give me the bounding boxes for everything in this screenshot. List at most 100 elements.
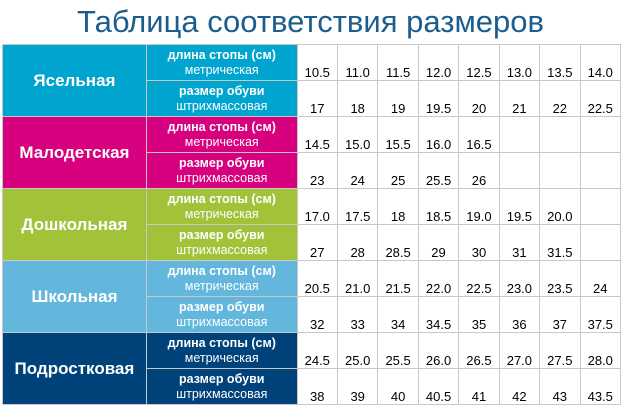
shoe-size-label: размер обуви штрихмассовая	[145, 152, 298, 189]
row-label-title: длина стопы (см)	[167, 335, 276, 350]
table-cell: 19.5	[498, 188, 541, 225]
table-cell	[539, 152, 581, 189]
table-cell: 12.0	[417, 44, 460, 81]
table-cell: 25.5	[377, 332, 419, 369]
table-cell: 22.5	[458, 260, 500, 297]
foot-length-label: длина стопы (см) метрическая	[145, 260, 298, 297]
table-cell: 12.5	[458, 44, 500, 81]
row-label-title: длина стопы (см)	[167, 191, 276, 206]
table-row: размер обуви штрихмассовая 17 18 19 19.5 20 21 2…	[3, 80, 621, 117]
table-cell: 32	[296, 296, 338, 333]
row-label-title: размер обуви	[178, 299, 265, 314]
table-cell: 37	[539, 296, 581, 333]
row-label-title: размер обуви	[178, 83, 265, 98]
table-cell: 43	[539, 368, 581, 405]
table-cell: 16.5	[458, 116, 500, 153]
table-cell: 22.0	[417, 260, 460, 297]
row-label-title: размер обуви	[178, 371, 265, 386]
table-cell: 20.0	[539, 188, 581, 225]
table-cell	[498, 152, 541, 189]
group-label: Ясельная	[2, 44, 147, 117]
table-cell: 34	[377, 296, 419, 333]
table-cell: 34.5	[417, 296, 460, 333]
row-label-subtitle: штрихмассовая	[176, 314, 268, 329]
table-cell: 24.5	[296, 332, 338, 369]
row-label-title: длина стопы (см)	[167, 119, 276, 134]
table-cell: 42	[498, 368, 541, 405]
row-label-title: длина стопы (см)	[167, 47, 276, 62]
table-row: Ясельная длина стопы (см) метрическая 10.5 1…	[2, 44, 621, 117]
table-cell: 24	[579, 260, 621, 297]
table-cell: 20.5	[296, 260, 338, 297]
table-cell: 25.0	[336, 332, 379, 369]
table-cell: 38	[296, 368, 338, 405]
row-label-subtitle: метрическая	[184, 206, 259, 221]
row-label-subtitle: штрихмассовая	[176, 98, 268, 113]
table-cell: 11.0	[336, 44, 379, 81]
table-cell: 28.0	[579, 332, 621, 369]
shoe-size-label: размер обуви штрихмассовая	[145, 80, 298, 117]
table-cell: 39	[336, 368, 379, 405]
size-table: Ясельная длина стопы (см) метрическая 10.5 1…	[2, 44, 621, 405]
row-label-title: длина стопы (см)	[167, 263, 276, 278]
table-cell: 14.5	[296, 116, 338, 153]
table-row: размер обуви штрихмассовая 38 39 40 40.5 41 42 4…	[3, 368, 621, 405]
table-cell: 18	[336, 80, 379, 117]
table-cell: 23	[296, 152, 338, 189]
table-cell: 20	[458, 80, 500, 117]
table-cell: 43.5	[579, 368, 621, 405]
table-cell: 26.5	[458, 332, 500, 369]
table-cell: 19	[377, 80, 419, 117]
table-cell: 25.5	[417, 152, 460, 189]
table-cell	[579, 116, 621, 153]
row-label-subtitle: метрическая	[184, 62, 259, 77]
group-label: Малодетская	[2, 116, 147, 189]
table-row: Подростковая длина стопы (см) метрическая 2…	[2, 332, 621, 405]
table-cell: 35	[458, 296, 500, 333]
table-cell	[579, 152, 621, 189]
table-cell: 19.0	[458, 188, 500, 225]
table-cell: 27	[296, 224, 338, 261]
table-cell: 21	[498, 80, 541, 117]
table-cell: 28	[336, 224, 379, 261]
foot-length-label: длина стопы (см) метрическая	[145, 44, 298, 81]
table-cell: 36	[498, 296, 541, 333]
table-cell: 22.5	[579, 80, 621, 117]
table-cell: 31	[498, 224, 541, 261]
table-cell: 18.5	[417, 188, 460, 225]
table-cell: 17.5	[336, 188, 379, 225]
row-label-subtitle: метрическая	[184, 278, 259, 293]
table-cell: 23.5	[539, 260, 581, 297]
table-row: Дошкольная длина стопы (см) метрическая 17.…	[2, 188, 621, 261]
table-cell: 14.0	[579, 44, 621, 81]
table-cell: 24	[336, 152, 379, 189]
shoe-size-label: размер обуви штрихмассовая	[145, 368, 298, 405]
table-cell: 40.5	[417, 368, 460, 405]
table-cell: 22	[539, 80, 581, 117]
foot-length-label: длина стопы (см) метрическая	[145, 332, 298, 369]
table-cell: 27.5	[539, 332, 581, 369]
table-cell: 30	[458, 224, 500, 261]
table-cell: 19.5	[417, 80, 460, 117]
table-row: размер обуви штрихмассовая 27 28 28.5 29 30 31 3…	[3, 224, 621, 261]
shoe-size-label: размер обуви штрихмассовая	[145, 224, 298, 261]
table-cell	[498, 116, 541, 153]
page-title: Таблица соответствия размеров	[77, 4, 544, 39]
table-cell: 21.5	[377, 260, 419, 297]
table-cell: 37.5	[579, 296, 621, 333]
table-cell: 16.0	[417, 116, 460, 153]
row-label-subtitle: штрихмассовая	[176, 386, 268, 401]
table-cell: 13.5	[539, 44, 581, 81]
table-cell: 40	[377, 368, 419, 405]
row-label-subtitle: метрическая	[184, 350, 259, 365]
group-label: Школьная	[2, 260, 147, 333]
table-cell	[539, 116, 581, 153]
table-cell: 10.5	[296, 44, 338, 81]
table-cell: 21.0	[336, 260, 379, 297]
table-cell: 15.5	[377, 116, 419, 153]
table-cell: 28.5	[377, 224, 419, 261]
group-label: Дошкольная	[2, 188, 147, 261]
row-label-title: размер обуви	[178, 155, 265, 170]
table-cell: 26	[458, 152, 500, 189]
table-cell: 25	[377, 152, 419, 189]
